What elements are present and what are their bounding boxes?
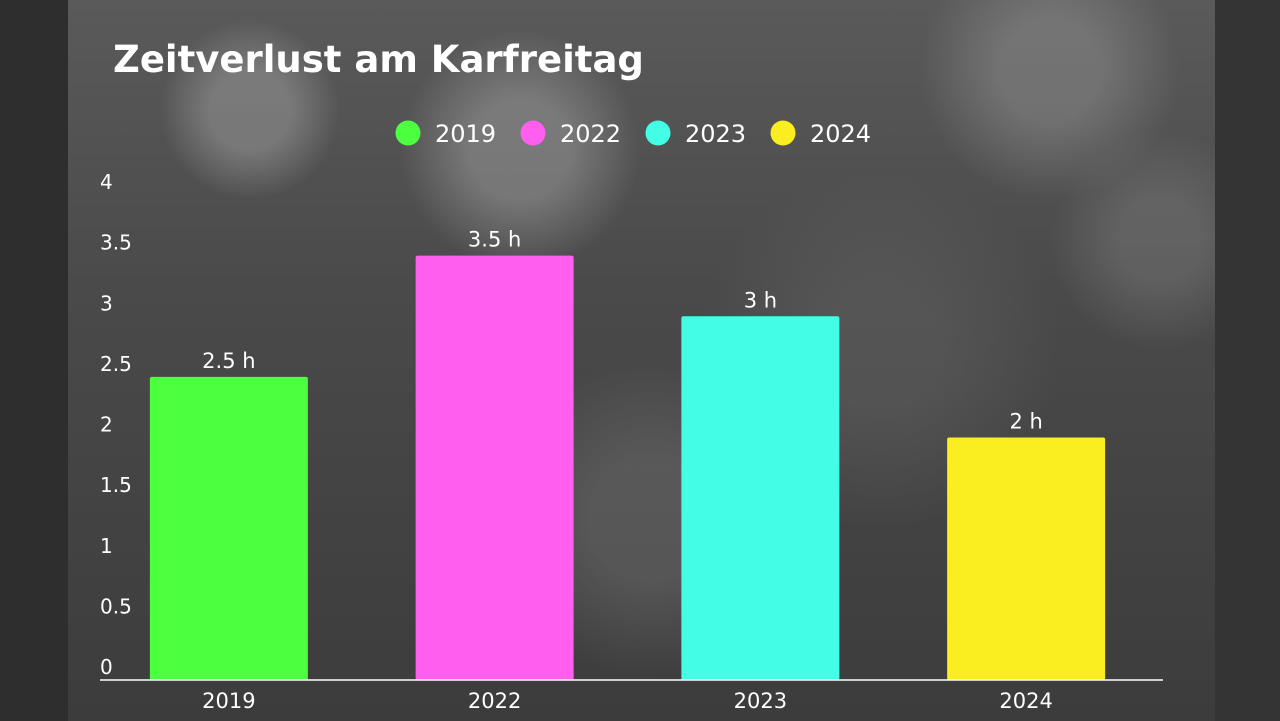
bar-2024 <box>947 437 1106 680</box>
y-tick-label: 3.5 <box>100 231 132 255</box>
x-tick-label-2023: 2023 <box>734 689 787 713</box>
data-labels-group: 2.5 h 3.5 h 3 h 2 h <box>202 228 1043 434</box>
data-label-2023: 3 h <box>744 288 777 312</box>
bar-2023 <box>681 316 840 680</box>
legend-swatch-2022 <box>520 120 546 146</box>
x-tick-label-2024: 2024 <box>999 689 1052 713</box>
legend-label-2022: 2022 <box>560 120 621 148</box>
bar-2019 <box>149 376 308 680</box>
x-tick-label-2022: 2022 <box>468 689 521 713</box>
y-axis: 0 0.5 1 1.5 2 2.5 3 3.5 4 <box>100 170 132 679</box>
y-tick-label: 0.5 <box>100 594 132 618</box>
y-tick-label: 1 <box>100 534 113 558</box>
legend-swatch-2023 <box>645 120 671 146</box>
legend-label-2024: 2024 <box>810 120 871 148</box>
y-tick-label: 4 <box>100 170 113 194</box>
chart-title: Zeitverlust am Karfreitag <box>113 38 644 81</box>
data-label-2024: 2 h <box>1009 410 1042 434</box>
y-tick-label: 2.5 <box>100 352 132 376</box>
bar-2022 <box>415 255 574 680</box>
x-axis: 2019 2022 2023 2024 <box>202 689 1053 713</box>
y-tick-label: 2 <box>100 413 113 437</box>
legend-swatch-2019 <box>395 120 421 146</box>
bars-group <box>149 255 1106 680</box>
y-tick-label: 1.5 <box>100 473 132 497</box>
y-tick-label: 3 <box>100 291 113 315</box>
legend-swatch-2024 <box>770 120 796 146</box>
legend-label-2019: 2019 <box>435 120 496 148</box>
data-label-2022: 3.5 h <box>468 228 521 252</box>
legend-label-2023: 2023 <box>685 120 746 148</box>
legend: 2019 2022 2023 2024 <box>395 120 871 148</box>
data-label-2019: 2.5 h <box>202 349 255 373</box>
x-tick-label-2019: 2019 <box>202 689 255 713</box>
y-tick-label: 0 <box>100 655 113 679</box>
